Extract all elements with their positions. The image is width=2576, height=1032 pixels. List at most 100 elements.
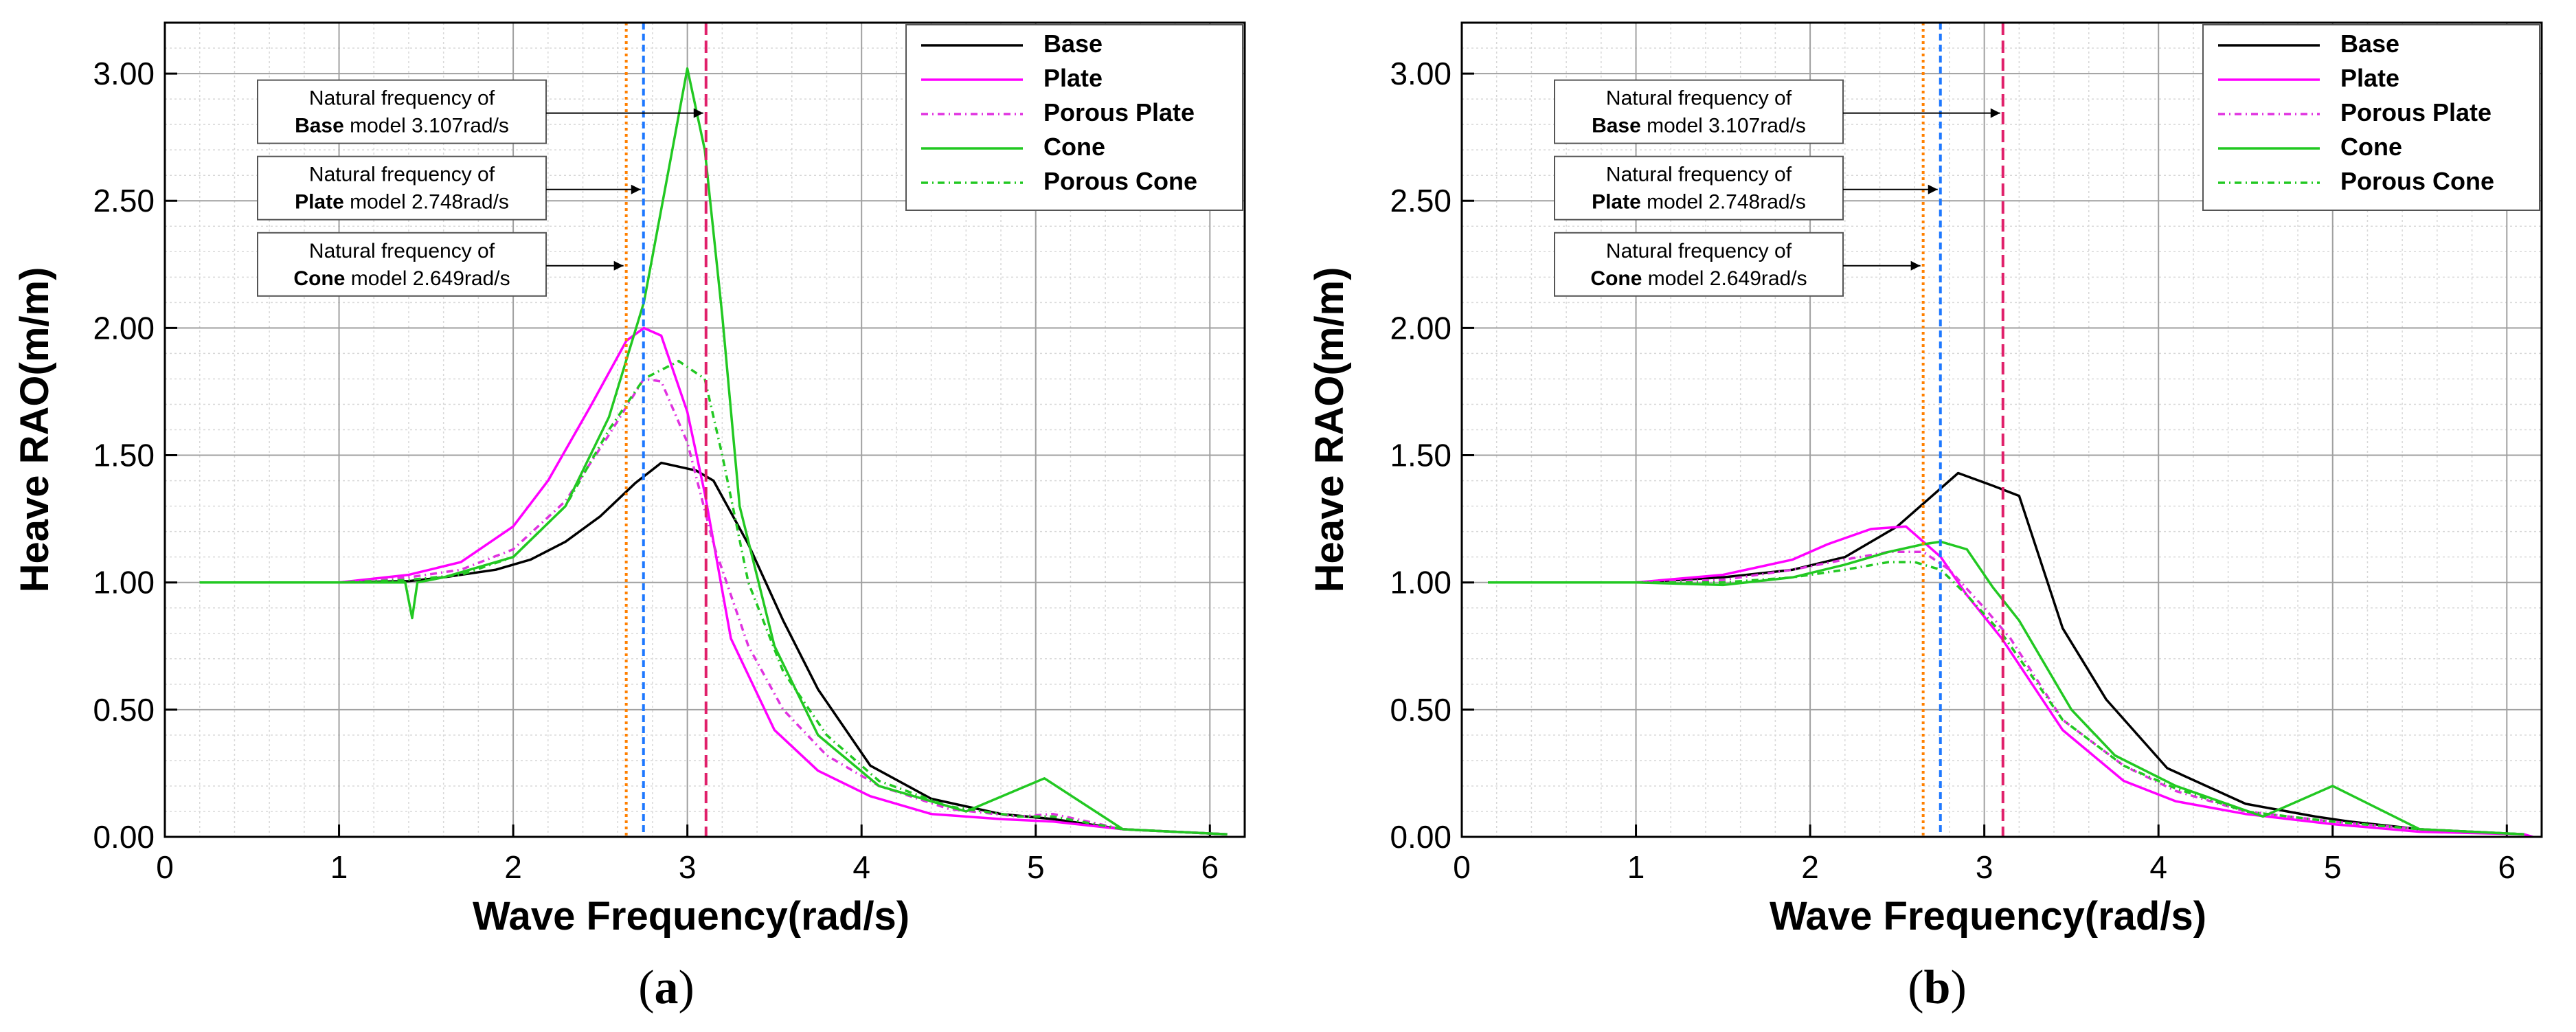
plot-frame (1460, 21, 2543, 838)
panel-letter: b (1924, 961, 1951, 1014)
annotation-frequency: model 3.107rad/s (344, 115, 509, 137)
annotation-model-name: Plate (295, 191, 344, 214)
x-tick-label: 0 (156, 849, 174, 885)
annotation-frequency: model 2.748rad/s (344, 191, 509, 214)
legend-label-base: Base (1043, 30, 1103, 58)
series-line-plate (1488, 525, 2533, 838)
y-axis-label: Heave RAO(m/m) (12, 267, 57, 593)
legend-label-cone: Cone (1043, 133, 1105, 161)
y-tick-label: 2.00 (1390, 310, 1451, 346)
y-tick-label: 3.00 (93, 56, 155, 91)
x-axis-label: Wave Frequency(rad/s) (473, 894, 909, 939)
x-tick-label: 4 (2149, 849, 2167, 885)
y-axis-label: Heave RAO(m/m) (1307, 267, 1352, 593)
legend-label-cone: Cone (2340, 133, 2402, 161)
annotation-box (1554, 79, 1844, 144)
annotation-frequency: model 2.649rad/s (1642, 267, 1807, 290)
annotation-frequency: model 2.748rad/s (1641, 191, 1806, 214)
annotation-line2: Cone model 2.649rad/s (1590, 267, 1807, 290)
x-tick-label: 6 (2498, 849, 2516, 885)
series-group (199, 67, 1228, 836)
x-tick-label: 1 (330, 849, 348, 885)
annotation-line1: Natural frequency of (1606, 87, 1792, 110)
x-tick-label: 3 (679, 849, 697, 885)
series-line-cone (1488, 540, 2524, 836)
annotation-box (257, 155, 547, 221)
y-tick-label: 1.00 (1390, 565, 1451, 601)
x-tick-label: 0 (1453, 849, 1471, 885)
annotation-model-name: Plate (1592, 191, 1641, 214)
y-tick-label: 1.50 (1390, 438, 1451, 473)
annotation-model-name: Base (1592, 115, 1641, 137)
legend-label-porous-plate: Porous Plate (2340, 98, 2492, 126)
annotation-box (257, 232, 547, 297)
annotation-model-name: Cone (1590, 267, 1642, 290)
legend-label-porous-plate: Porous Plate (1043, 98, 1195, 126)
y-tick-label: 1.00 (93, 565, 155, 601)
y-tick-label: 0.00 (93, 819, 155, 855)
x-tick-label: 5 (2324, 849, 2342, 885)
series-line-porous-cone (199, 359, 1228, 836)
y-tick-label: 2.50 (93, 183, 155, 218)
series-group (1488, 471, 2533, 838)
series-line-cone (199, 67, 1228, 836)
annotation-arrowhead (693, 108, 703, 118)
panel-label: (a) (638, 961, 694, 1014)
panel-b: 0 1 2 3 4 5 6 0.00 0.50 1.00 1.50 2.00 2.50 3.00 Natur… (1307, 21, 2543, 1014)
legend-box (905, 24, 1243, 211)
x-tick-label: 6 (1201, 849, 1219, 885)
annotation-line1: Natural frequency of (309, 164, 495, 186)
series-line-base (1488, 471, 2524, 836)
panel-a: 0 1 2 3 4 5 6 0.00 0.50 1.00 1.50 2.00 2.50 3.00 Natur… (12, 21, 1246, 1014)
series-line-plate (199, 326, 1228, 836)
series-line-base (199, 461, 1228, 836)
y-tick-label: 2.00 (93, 310, 155, 346)
annotation-model-name: Base (295, 115, 344, 137)
legend-label-base: Base (2340, 30, 2399, 58)
annotation-box (257, 79, 547, 144)
x-tick-label: 2 (1801, 849, 1819, 885)
annotation-line2: Base model 3.107rad/s (1592, 115, 1806, 137)
annotation-line2: Cone model 2.649rad/s (293, 267, 510, 290)
annotation-line2: Base model 3.107rad/s (295, 115, 509, 137)
panel-label: (b) (1908, 961, 1967, 1014)
annotation-arrowhead (1990, 108, 2000, 118)
annotation-arrowhead (631, 184, 641, 194)
x-axis-label: Wave Frequency(rad/s) (1770, 894, 2206, 939)
legend-label-plate: Plate (1043, 64, 1103, 92)
y-tick-label: 1.50 (93, 438, 155, 473)
x-tick-label: 3 (1976, 849, 1993, 885)
legend-box (2202, 24, 2540, 211)
plot-frame (163, 21, 1246, 838)
annotation-line1: Natural frequency of (309, 240, 495, 262)
series-line-porous-cone (1488, 561, 2524, 836)
legend-label-porous-cone: Porous Cone (1043, 167, 1197, 195)
annotation-arrowhead (613, 260, 624, 271)
x-tick-label: 1 (1627, 849, 1645, 885)
y-tick-label: 0.50 (1390, 692, 1451, 728)
y-tick-label: 2.50 (1390, 183, 1451, 218)
x-tick-label: 4 (852, 849, 870, 885)
annotation-arrowhead (1928, 184, 1938, 194)
annotation-box (1554, 232, 1844, 297)
panel-paren: ) (1950, 961, 1966, 1014)
panel-paren: ) (679, 961, 694, 1014)
annotation-frequency: model 3.107rad/s (1641, 115, 1806, 137)
annotation-line1: Natural frequency of (1606, 240, 1792, 262)
annotation-frequency: model 2.649rad/s (345, 267, 510, 290)
y-tick-label: 0.00 (1390, 819, 1451, 855)
panel-letter: a (655, 961, 679, 1014)
annotation-line1: Natural frequency of (1606, 164, 1792, 186)
legend-label-porous-cone: Porous Cone (2340, 167, 2494, 195)
annotation-model-name: Cone (293, 267, 345, 290)
y-tick-label: 3.00 (1390, 56, 1451, 91)
x-tick-label: 2 (504, 849, 522, 885)
x-tick-label: 5 (1027, 849, 1045, 885)
annotation-line1: Natural frequency of (309, 87, 495, 110)
y-tick-label: 0.50 (93, 692, 155, 728)
annotation-box (1554, 155, 1844, 221)
annotation-arrowhead (1910, 260, 1921, 271)
annotation-line2: Plate model 2.748rad/s (1592, 191, 1806, 214)
legend-label-plate: Plate (2340, 64, 2399, 92)
